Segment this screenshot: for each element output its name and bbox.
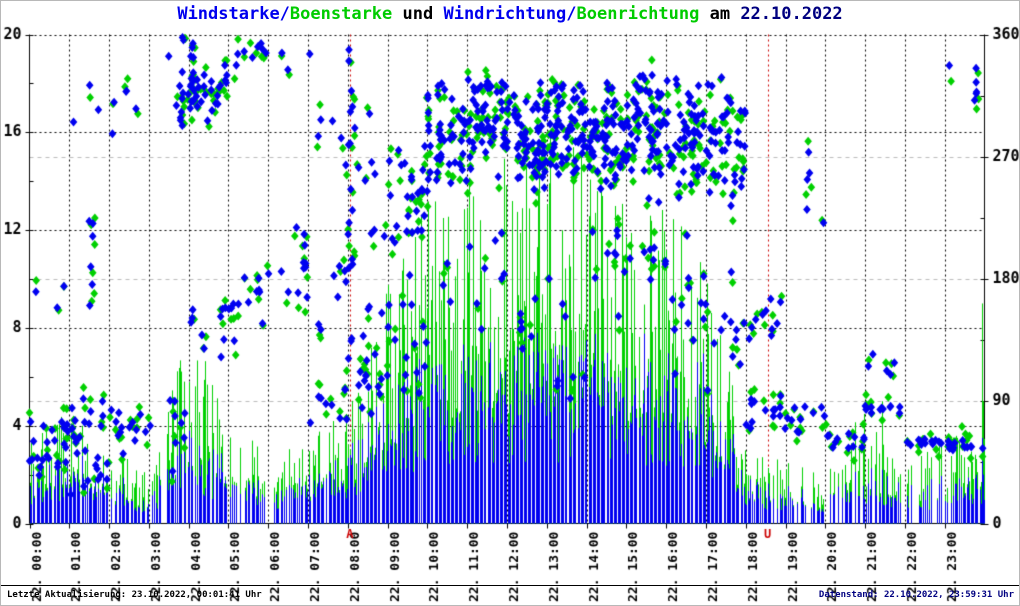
title-segment: Boenrichtung [576,4,700,24]
title-segment: 22.10.2022 [740,4,843,24]
title-segment: Windrichtung/ [443,4,577,24]
title-segment: Windstarke/ [177,4,290,24]
title-segment: am [699,4,741,24]
last-update-text: Letzte Aktualisierung: 23.10.2022, 00:01… [7,590,262,600]
datenstand-text: Datenstand: 22.10.2022, 23:59:31 Uhr [818,590,1014,600]
title-segment: Boenstarke [289,4,393,24]
chart-title: Windstarke/Boenstarke und Windrichtung/B… [1,4,1019,24]
footer-separator [1,585,1019,586]
title-segment: und [392,4,444,24]
